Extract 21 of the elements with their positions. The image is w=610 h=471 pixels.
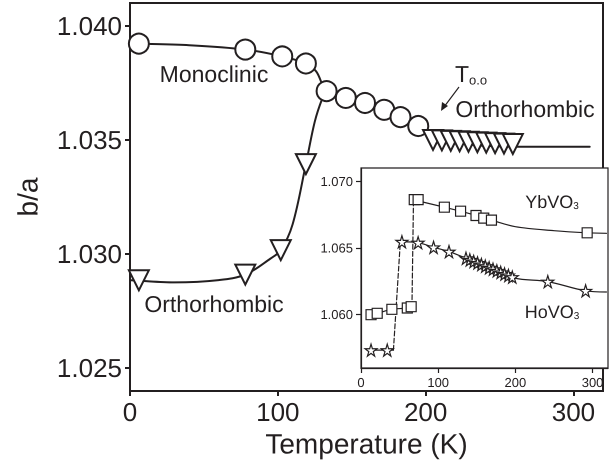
x-tick-label: 300	[552, 397, 596, 427]
y-tick-label: 1.030	[56, 239, 122, 270]
annotation: Orthorhombic	[455, 96, 595, 122]
annotation: Orthorhombic	[144, 291, 284, 317]
annotation: YbVO3	[525, 192, 580, 212]
y-tick-label: 1.060	[320, 307, 353, 322]
x-tick-label: 100	[427, 375, 450, 390]
y-tick-label: 1.065	[320, 240, 353, 256]
annotation: Monoclinic	[160, 61, 268, 87]
y-tick-label: 1.035	[56, 124, 122, 155]
y-tick-label: 1.040	[56, 10, 122, 41]
x-tick-label: 0	[122, 397, 138, 427]
y-tick-label: 1.070	[320, 174, 353, 189]
annotation: HoVO3	[524, 302, 580, 322]
x-tick-label: 0	[357, 375, 365, 390]
x-tick-label: 200	[404, 397, 448, 427]
y-axis-title: b/a	[12, 177, 44, 216]
x-axis-title: Temperature (K)	[265, 428, 468, 460]
y-tick-label: 1.025	[56, 353, 122, 384]
x-tick-label: 100	[256, 397, 300, 427]
x-tick-label: 200	[504, 375, 526, 390]
